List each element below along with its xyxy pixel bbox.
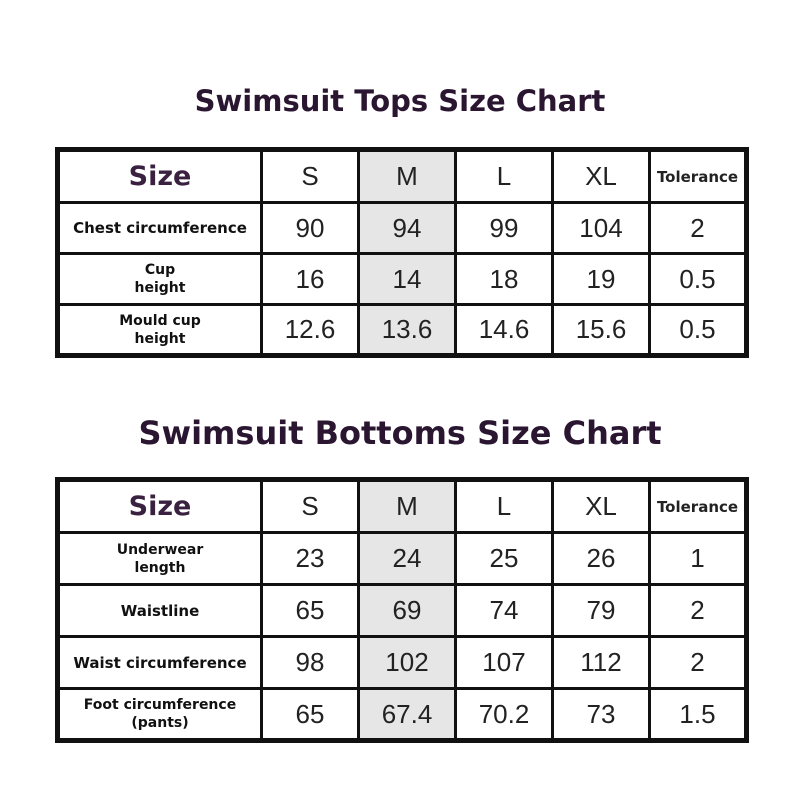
value-cell: 112 <box>551 635 651 690</box>
size-m-header: M <box>357 478 457 534</box>
value-cell: 18 <box>454 252 554 306</box>
value-cell: 2 <box>648 583 748 638</box>
table-row: Waist circumference 98 102 107 112 2 <box>56 635 748 690</box>
value-cell: 94 <box>357 201 457 255</box>
value-cell: 15.6 <box>551 303 651 357</box>
row-label: Foot circumference (pants) <box>56 687 263 742</box>
table-row: Cup height 16 14 18 19 0.5 <box>56 252 748 306</box>
value-cell: 79 <box>551 583 651 638</box>
value-cell: 2 <box>648 635 748 690</box>
size-header: Size <box>56 148 263 204</box>
tops-size-table: Size S M L XL Tolerance Chest circumference 90 9… <box>55 147 749 358</box>
value-cell: 73 <box>551 687 651 742</box>
size-s-header: S <box>260 148 360 204</box>
bottoms-size-table: Size S M L XL Tolerance Underwear length 23 24 25… <box>55 477 749 743</box>
size-s-header: S <box>260 478 360 534</box>
header-row: Size S M L XL Tolerance <box>56 148 748 204</box>
value-cell: 65 <box>260 583 360 638</box>
value-cell: 13.6 <box>357 303 457 357</box>
row-label: Underwear length <box>56 531 263 586</box>
row-label: Cup height <box>56 252 263 306</box>
value-cell: 14.6 <box>454 303 554 357</box>
row-label: Waist circumference <box>56 635 263 690</box>
header-row: Size S M L XL Tolerance <box>56 478 748 534</box>
size-xl-header: XL <box>551 148 651 204</box>
value-cell: 12.6 <box>260 303 360 357</box>
tolerance-header: Tolerance <box>648 148 748 204</box>
row-label: Waistline <box>56 583 263 638</box>
value-cell: 90 <box>260 201 360 255</box>
table-row: Waistline 65 69 74 79 2 <box>56 583 748 638</box>
value-cell: 25 <box>454 531 554 586</box>
value-cell: 23 <box>260 531 360 586</box>
table-row: Chest circumference 90 94 99 104 2 <box>56 201 748 255</box>
value-cell: 98 <box>260 635 360 690</box>
tops-title: Swimsuit Tops Size Chart <box>194 84 606 118</box>
value-cell: 1.5 <box>648 687 748 742</box>
value-cell: 16 <box>260 252 360 306</box>
value-cell: 24 <box>357 531 457 586</box>
size-l-header: L <box>454 478 554 534</box>
bottoms-title: Swimsuit Bottoms Size Chart <box>138 414 662 452</box>
value-cell: 104 <box>551 201 651 255</box>
value-cell: 67.4 <box>357 687 457 742</box>
value-cell: 0.5 <box>648 252 748 306</box>
value-cell: 69 <box>357 583 457 638</box>
table-row: Underwear length 23 24 25 26 1 <box>56 531 748 586</box>
size-m-header: M <box>357 148 457 204</box>
value-cell: 102 <box>357 635 457 690</box>
value-cell: 14 <box>357 252 457 306</box>
value-cell: 26 <box>551 531 651 586</box>
tolerance-header: Tolerance <box>648 478 748 534</box>
row-label: Chest circumference <box>56 201 263 255</box>
value-cell: 1 <box>648 531 748 586</box>
value-cell: 65 <box>260 687 360 742</box>
value-cell: 74 <box>454 583 554 638</box>
size-l-header: L <box>454 148 554 204</box>
size-xl-header: XL <box>551 478 651 534</box>
value-cell: 0.5 <box>648 303 748 357</box>
row-label: Mould cup height <box>56 303 263 357</box>
value-cell: 19 <box>551 252 651 306</box>
size-header: Size <box>56 478 263 534</box>
table-row: Foot circumference (pants) 65 67.4 70.2 73 1.… <box>56 687 748 742</box>
value-cell: 99 <box>454 201 554 255</box>
table-row: Mould cup height 12.6 13.6 14.6 15.6 0.5 <box>56 303 748 357</box>
value-cell: 2 <box>648 201 748 255</box>
value-cell: 107 <box>454 635 554 690</box>
value-cell: 70.2 <box>454 687 554 742</box>
